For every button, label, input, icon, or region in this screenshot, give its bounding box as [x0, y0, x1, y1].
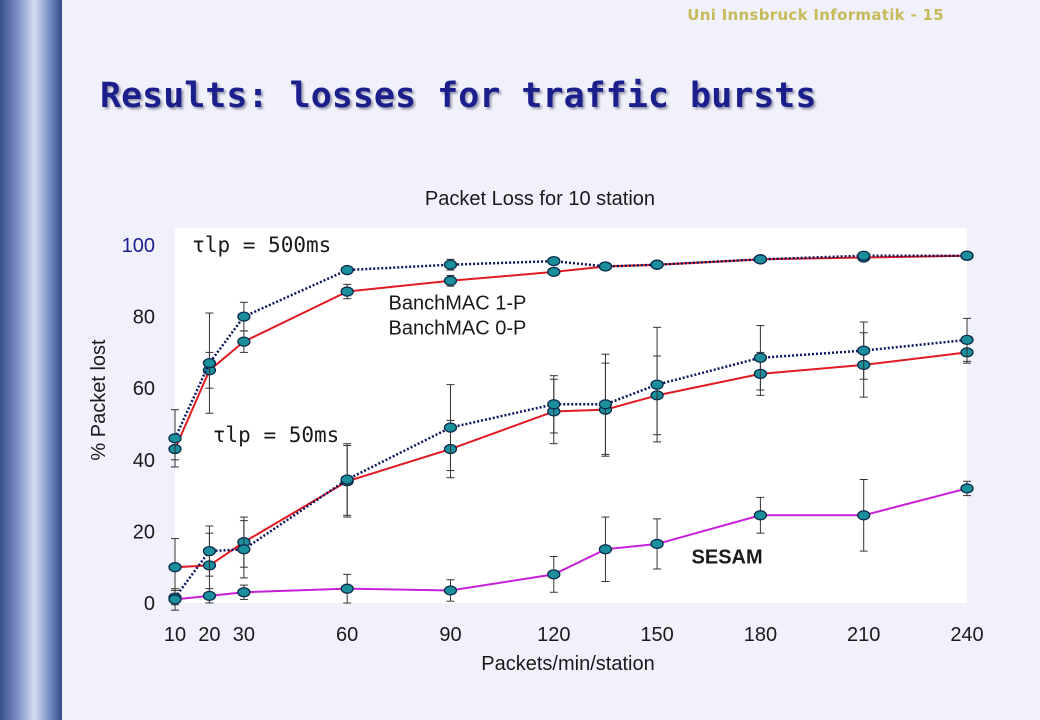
y-axis-label: % Packet lost	[88, 339, 110, 461]
data-point	[340, 474, 354, 485]
x-tick-label: 10	[164, 624, 186, 646]
y-tick-label: 0	[144, 593, 155, 615]
data-point	[443, 422, 458, 433]
plot-area	[175, 228, 967, 603]
y-tick-label: 100	[122, 235, 155, 257]
data-point	[650, 379, 664, 390]
x-tick-label: 60	[336, 624, 358, 646]
data-point	[598, 261, 613, 272]
data-point	[443, 275, 458, 286]
x-tick-label: 20	[198, 624, 220, 646]
data-point	[168, 562, 182, 573]
data-point	[598, 399, 613, 410]
data-point	[340, 583, 354, 594]
slide-title: Results: losses for traffic bursts	[100, 76, 817, 116]
data-point	[202, 357, 217, 369]
x-tick-label: 120	[537, 624, 570, 646]
data-point	[237, 587, 251, 598]
x-tick-label: 150	[640, 624, 673, 646]
data-point	[547, 255, 561, 267]
x-tick-label: 180	[744, 624, 777, 646]
data-point	[650, 259, 664, 270]
data-point	[168, 594, 182, 605]
data-point	[340, 286, 354, 297]
data-point	[753, 352, 768, 363]
data-point	[650, 538, 664, 550]
data-point	[237, 336, 251, 347]
series-5	[168, 478, 974, 611]
data-point	[202, 590, 217, 601]
data-point	[547, 266, 561, 278]
data-point	[443, 585, 458, 596]
data-point	[547, 399, 561, 410]
annotation-label: BanchMAC 0-P	[388, 318, 526, 340]
annotation-label: BanchMAC 1-P	[388, 292, 526, 314]
data-point	[857, 345, 871, 356]
x-axis-label: Packets/min/station	[481, 653, 654, 675]
y-tick-label: 60	[133, 378, 155, 400]
data-point	[168, 433, 182, 444]
y-tick-labels: 0 20 40 60 80 100	[122, 235, 155, 615]
sidebar-gradient-bar	[0, 0, 62, 720]
series-4	[168, 317, 974, 606]
data-point	[960, 483, 974, 494]
data-point	[237, 311, 251, 322]
data-point	[857, 250, 871, 261]
data-point	[753, 254, 768, 265]
data-point	[547, 569, 561, 580]
y-tick-label: 40	[133, 450, 155, 472]
y-tick-label: 80	[133, 307, 155, 329]
series-line	[173, 338, 968, 599]
data-point	[202, 545, 217, 557]
annotation-label: SESAM	[692, 547, 763, 569]
x-tick-labels: 10 20 30 60 90 120 150 180 210 240	[164, 624, 984, 646]
slide-header-label: Uni Innsbruck Informatik - 15	[687, 6, 944, 24]
chart-title: Packet Loss for 10 station	[425, 188, 655, 210]
x-tick-label: 240	[950, 624, 983, 646]
data-point	[857, 510, 871, 521]
x-tick-label: 90	[439, 624, 461, 646]
annotation-label: τlp = 50ms	[213, 423, 339, 447]
series-layer	[168, 250, 974, 611]
data-point	[443, 259, 458, 270]
data-point	[960, 250, 974, 261]
data-point	[598, 544, 613, 555]
data-point	[960, 334, 974, 346]
data-point	[340, 264, 354, 276]
x-tick-label: 210	[847, 624, 880, 646]
annotation-label: τlp = 500ms	[192, 233, 331, 257]
x-tick-label: 30	[233, 624, 255, 646]
data-point	[237, 544, 251, 555]
annotations: τlp = 500ms τlp = 50ms BanchMAC 1-P BanchMA…	[192, 233, 762, 568]
data-point	[753, 510, 768, 521]
series-2	[168, 250, 974, 468]
y-tick-label: 20	[133, 521, 155, 543]
